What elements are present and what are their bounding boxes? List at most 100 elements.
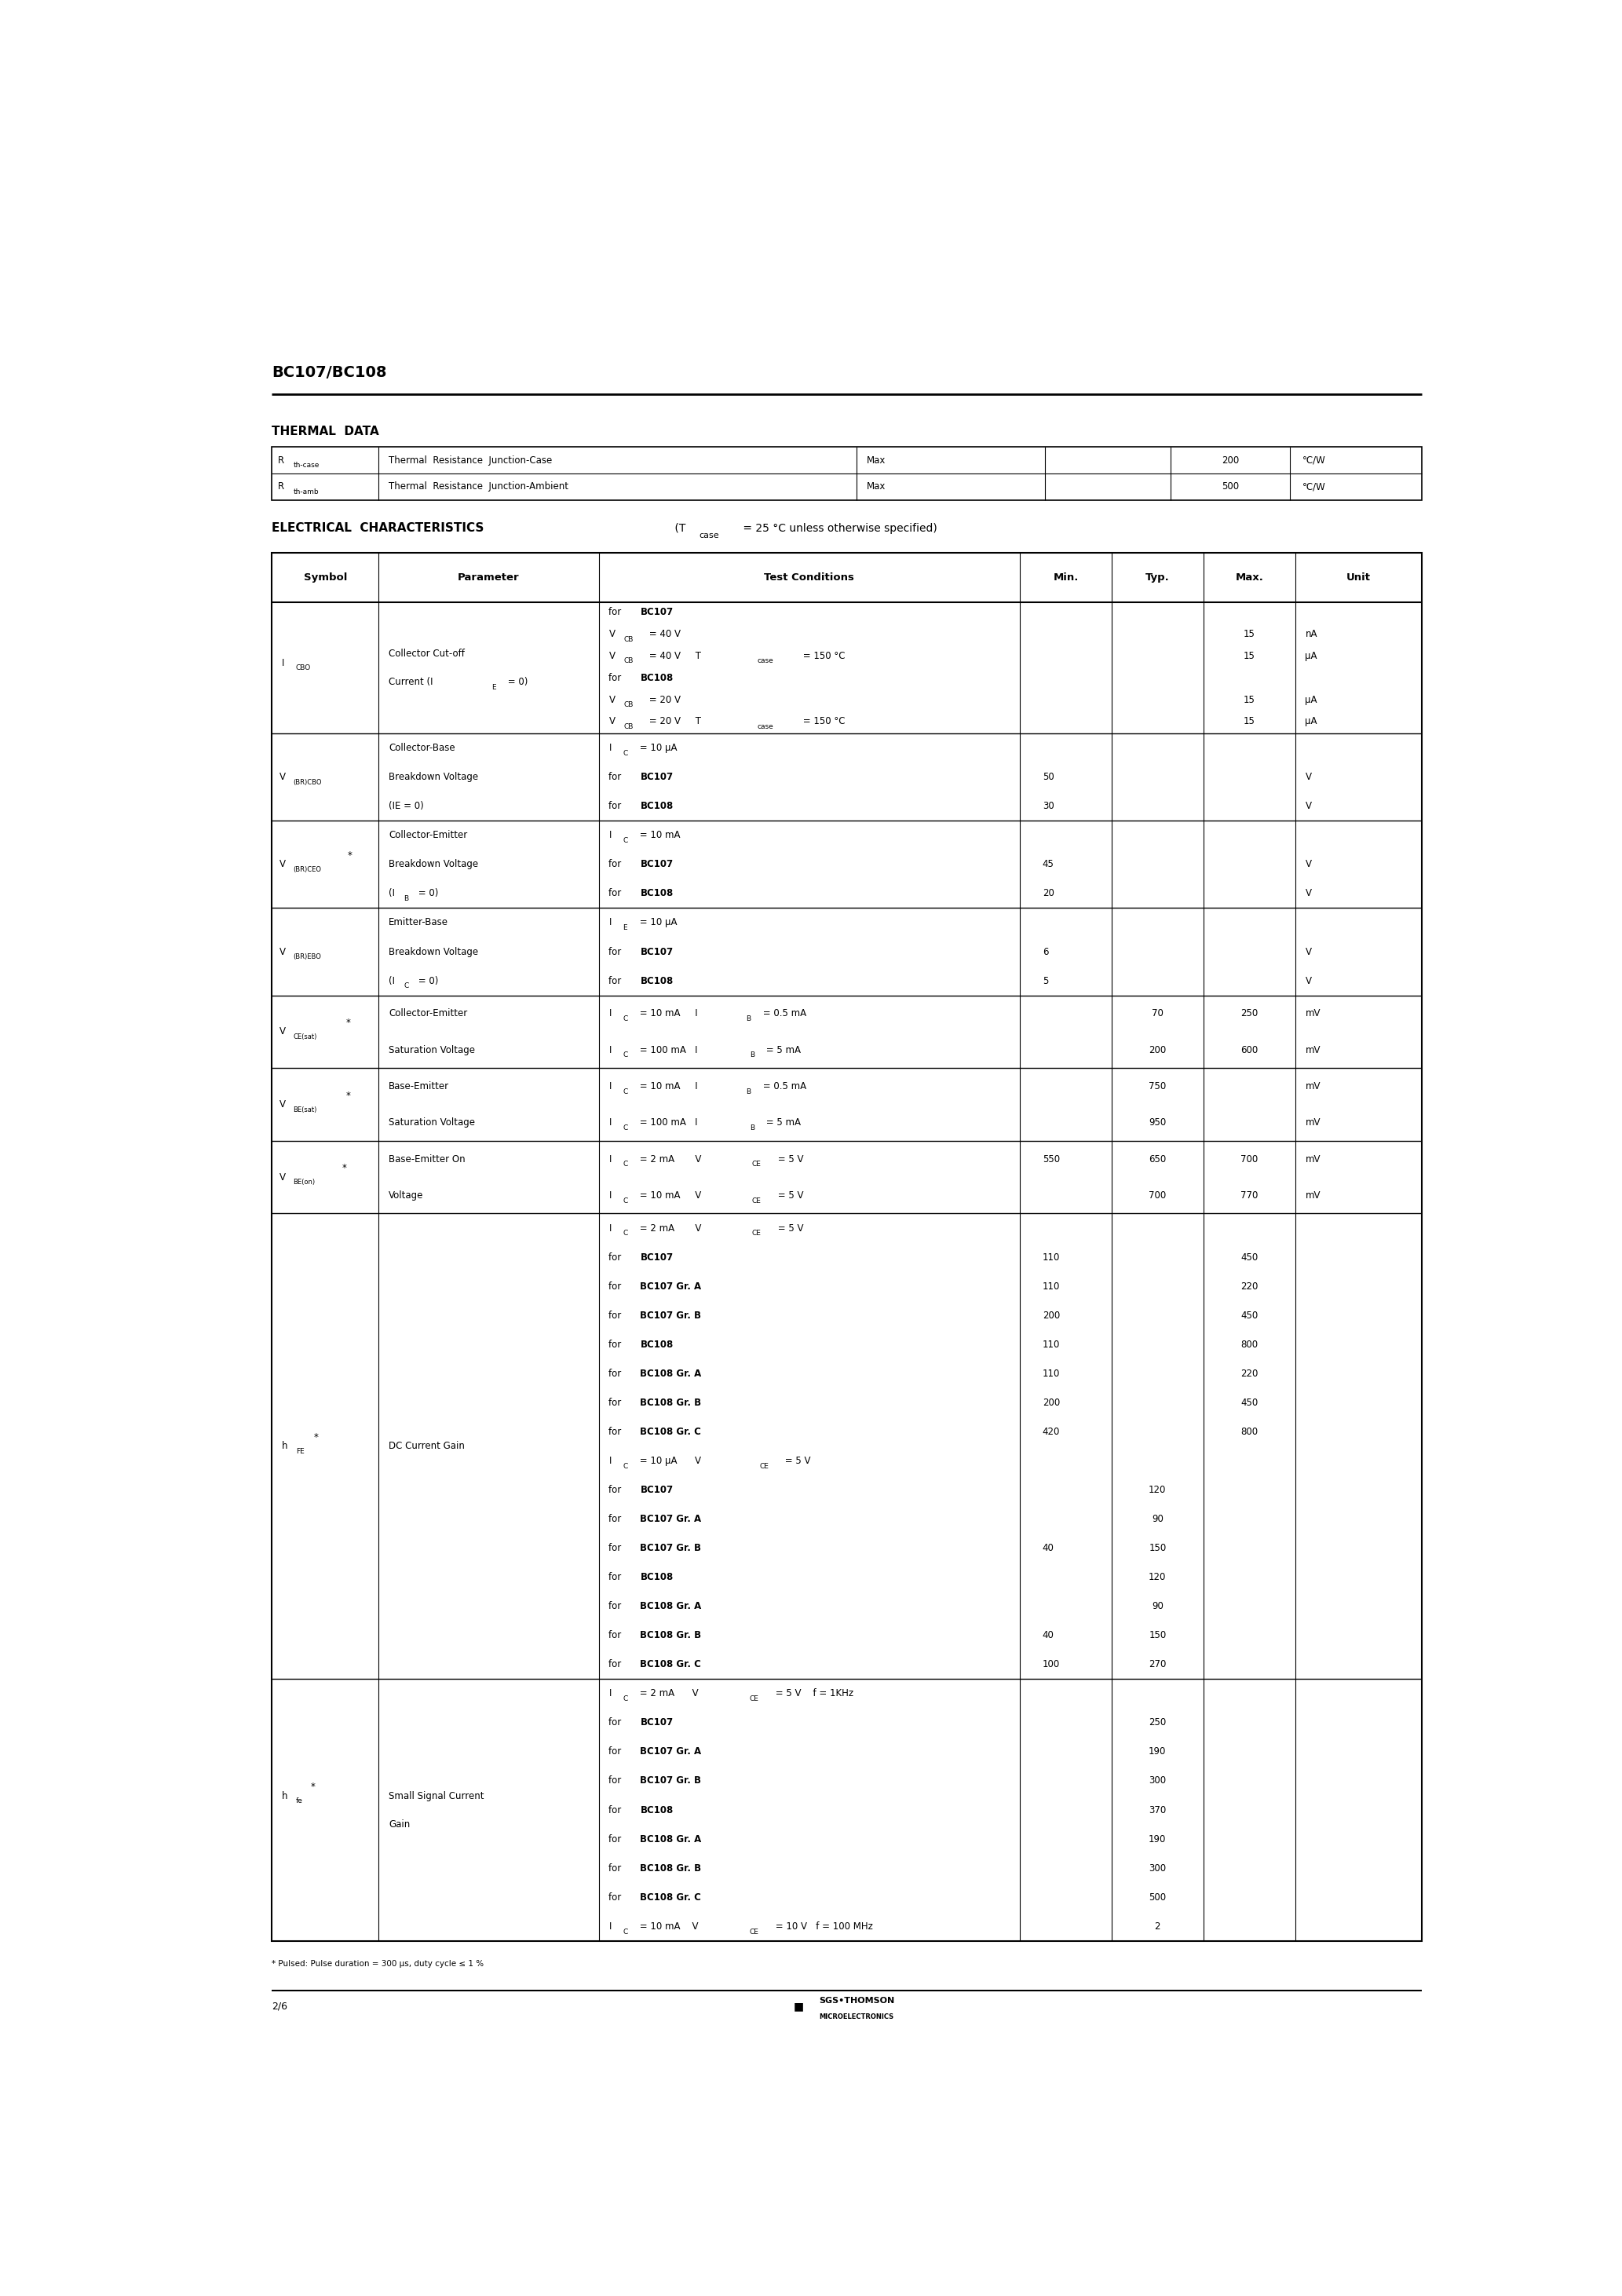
- Text: I: I: [608, 1456, 611, 1465]
- Text: BC107 Gr. A: BC107 Gr. A: [641, 1281, 702, 1290]
- Text: mV: mV: [1306, 1189, 1320, 1201]
- Text: CE: CE: [749, 1929, 759, 1936]
- Text: 40: 40: [1043, 1543, 1054, 1552]
- Text: = 10 μA      V: = 10 μA V: [636, 1456, 701, 1465]
- Text: for: for: [608, 1775, 624, 1786]
- Text: h: h: [282, 1791, 287, 1800]
- Text: BC107: BC107: [641, 1486, 673, 1495]
- Text: = 2 mA       V: = 2 mA V: [636, 1155, 701, 1164]
- Text: V: V: [279, 771, 285, 783]
- Text: μA: μA: [1306, 652, 1317, 661]
- Text: for: for: [608, 1573, 624, 1582]
- Text: BC107: BC107: [641, 859, 673, 870]
- Text: BE(sat): BE(sat): [294, 1107, 318, 1114]
- Text: BC108: BC108: [641, 673, 673, 682]
- Text: 420: 420: [1043, 1426, 1061, 1437]
- Text: E: E: [491, 684, 496, 691]
- Text: = 0.5 mA: = 0.5 mA: [759, 1008, 806, 1019]
- Text: B: B: [746, 1088, 751, 1095]
- Text: 100: 100: [1043, 1660, 1059, 1669]
- Text: °C/W: °C/W: [1302, 482, 1327, 491]
- Text: for: for: [608, 889, 624, 898]
- Text: nA: nA: [1306, 629, 1317, 638]
- Text: for: for: [608, 946, 624, 957]
- Text: for: for: [608, 673, 624, 682]
- Text: = 2 mA       V: = 2 mA V: [636, 1224, 701, 1233]
- Text: Max.: Max.: [1236, 572, 1264, 583]
- Text: BC107: BC107: [641, 608, 673, 618]
- Text: 190: 190: [1148, 1835, 1166, 1844]
- Text: CE: CE: [753, 1196, 761, 1203]
- Text: V: V: [279, 1100, 285, 1109]
- Text: 220: 220: [1241, 1281, 1259, 1290]
- Text: 370: 370: [1148, 1805, 1166, 1816]
- Text: = 5 V: = 5 V: [775, 1224, 803, 1233]
- Text: BC108 Gr. A: BC108 Gr. A: [641, 1835, 702, 1844]
- Text: Parameter: Parameter: [457, 572, 519, 583]
- Text: 750: 750: [1148, 1081, 1166, 1091]
- Text: (I: (I: [389, 889, 396, 898]
- Text: 15: 15: [1244, 716, 1255, 726]
- Text: for: for: [608, 1311, 624, 1320]
- Text: 40: 40: [1043, 1630, 1054, 1642]
- Text: C: C: [623, 1929, 628, 1936]
- Text: BC108: BC108: [641, 976, 673, 985]
- Text: mV: mV: [1306, 1045, 1320, 1054]
- Text: Max: Max: [866, 455, 886, 466]
- Text: * Pulsed: Pulse duration = 300 μs, duty cycle ≤ 1 %: * Pulsed: Pulse duration = 300 μs, duty …: [272, 1961, 483, 1968]
- Text: CE(sat): CE(sat): [294, 1033, 318, 1040]
- Text: BC108 Gr. A: BC108 Gr. A: [641, 1600, 702, 1612]
- Text: Small Signal Current: Small Signal Current: [389, 1791, 485, 1800]
- Text: 70: 70: [1152, 1008, 1163, 1019]
- Text: C: C: [623, 1463, 628, 1469]
- Text: for: for: [608, 1892, 624, 1903]
- Text: C: C: [623, 838, 628, 845]
- Text: μA: μA: [1306, 716, 1317, 726]
- Text: for: for: [608, 859, 624, 870]
- Text: = 5 V: = 5 V: [782, 1456, 811, 1465]
- Text: 15: 15: [1244, 652, 1255, 661]
- Text: = 5 V: = 5 V: [775, 1189, 803, 1201]
- Text: C: C: [623, 1694, 628, 1701]
- Text: for: for: [608, 1368, 624, 1378]
- Text: = 20 V     T: = 20 V T: [647, 716, 701, 726]
- Text: 950: 950: [1148, 1118, 1166, 1127]
- Text: fe: fe: [295, 1798, 303, 1805]
- Text: th‑amb: th‑amb: [294, 489, 320, 496]
- Text: C: C: [623, 1052, 628, 1058]
- Text: Collector-Emitter: Collector-Emitter: [389, 1008, 467, 1019]
- Text: C: C: [623, 1125, 628, 1132]
- Text: BC107/BC108: BC107/BC108: [272, 365, 388, 381]
- Text: for: for: [608, 1805, 624, 1816]
- Text: 120: 120: [1148, 1573, 1166, 1582]
- Text: V: V: [608, 629, 615, 638]
- Text: SGS•THOMSON: SGS•THOMSON: [819, 1998, 894, 2004]
- Text: = 5 mA: = 5 mA: [764, 1118, 801, 1127]
- Text: ■: ■: [793, 2000, 805, 2011]
- Text: I: I: [608, 1189, 611, 1201]
- Text: for: for: [608, 1747, 624, 1756]
- Text: BC108: BC108: [641, 1805, 673, 1816]
- Text: = 40 V: = 40 V: [647, 629, 681, 638]
- Text: CE: CE: [749, 1694, 759, 1701]
- Text: I: I: [608, 1008, 611, 1019]
- Text: = 40 V     T: = 40 V T: [647, 652, 701, 661]
- Bar: [272, 448, 1422, 501]
- Text: BC107: BC107: [641, 1717, 673, 1729]
- Text: CE: CE: [753, 1162, 761, 1169]
- Text: I: I: [608, 1045, 611, 1054]
- Text: E: E: [623, 925, 628, 932]
- Text: for: for: [608, 1717, 624, 1729]
- Text: V: V: [279, 1171, 285, 1182]
- Text: I: I: [608, 1155, 611, 1164]
- Text: BC107 Gr. A: BC107 Gr. A: [641, 1747, 702, 1756]
- Text: 90: 90: [1152, 1600, 1163, 1612]
- Text: DC Current Gain: DC Current Gain: [389, 1442, 466, 1451]
- Text: I: I: [608, 1081, 611, 1091]
- Text: 700: 700: [1241, 1155, 1259, 1164]
- Text: h: h: [282, 1442, 287, 1451]
- Text: Thermal  Resistance  Junction-Case: Thermal Resistance Junction-Case: [389, 455, 551, 466]
- Text: Gain: Gain: [389, 1818, 410, 1830]
- Text: BC108 Gr. C: BC108 Gr. C: [641, 1892, 701, 1903]
- Text: BE(on): BE(on): [294, 1178, 315, 1187]
